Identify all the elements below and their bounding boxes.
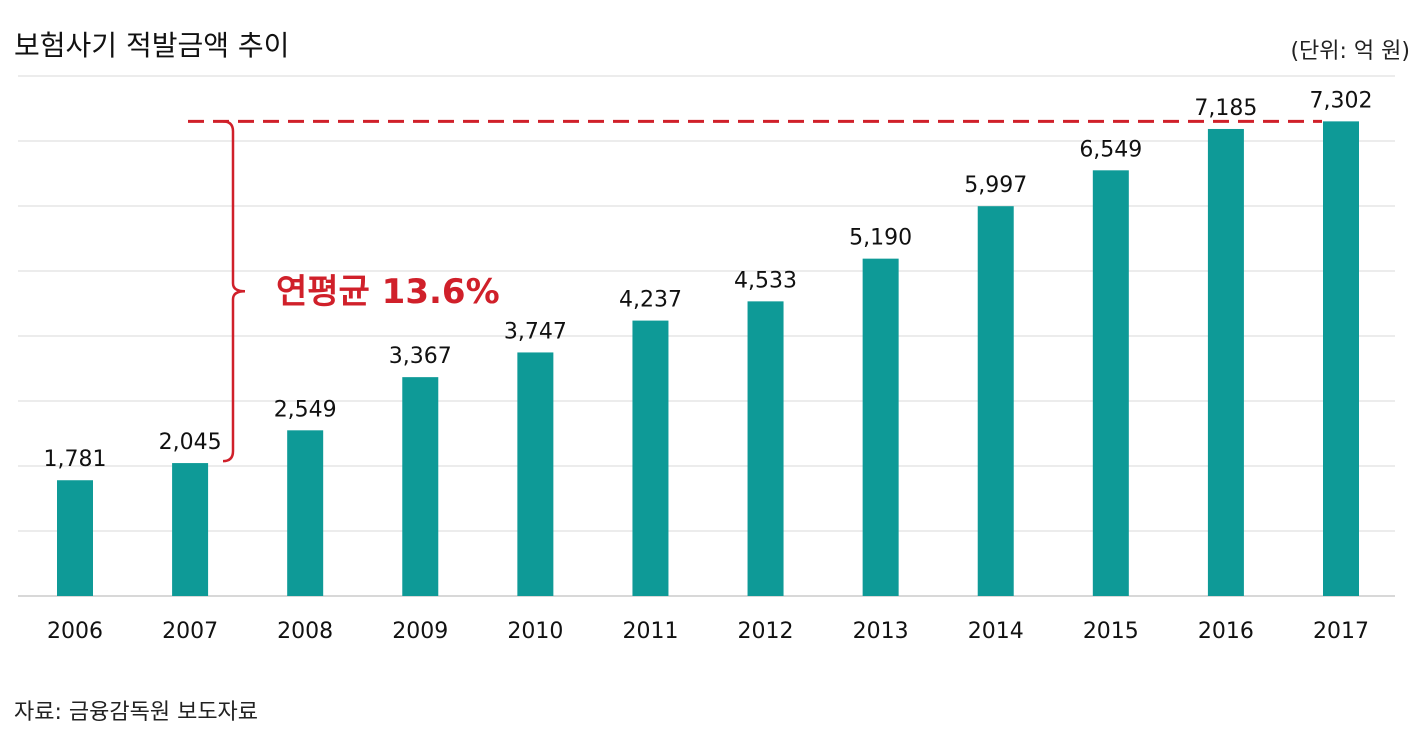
x-tick-label: 2006: [47, 619, 103, 644]
growth-annotation-text: 연평균 13.6%: [276, 272, 500, 312]
x-tick-label: 2015: [1083, 619, 1139, 644]
bars: [57, 121, 1359, 597]
bar-2009: [402, 377, 439, 596]
x-tick-label: 2009: [392, 619, 448, 644]
bar-2012: [747, 301, 784, 596]
bar-2010: [517, 352, 554, 596]
bar-2011: [632, 320, 669, 596]
bar-2008: [287, 430, 324, 596]
bar-2014: [977, 206, 1014, 596]
value-label: 4,237: [619, 288, 682, 313]
value-label: 7,185: [1194, 96, 1257, 121]
value-labels: 1,781 2,045 2,549 3,367 3,747 4,237 4,533 5,190…: [44, 88, 1373, 472]
bar-2007: [172, 463, 209, 596]
x-tick-label: 2013: [853, 619, 909, 644]
growth-brace: [222, 120, 246, 463]
x-axis-ticks: 2006 2007 2008 2009 2010 2011 2012 2013 2014 2015…: [47, 619, 1369, 644]
bar-2013: [862, 258, 899, 596]
value-label: 2,045: [159, 430, 222, 455]
value-label: 5,190: [849, 226, 912, 251]
x-tick-label: 2011: [622, 619, 678, 644]
value-label: 3,367: [389, 344, 452, 369]
bar-2006: [57, 480, 93, 596]
source-note: 자료: 금융감독원 보도자료: [14, 700, 258, 725]
value-label: 4,533: [734, 268, 797, 293]
bar-2015: [1092, 170, 1129, 596]
value-label: 6,549: [1079, 137, 1142, 162]
x-tick-label: 2017: [1313, 619, 1369, 644]
chart-title: 보험사기 적발금액 추이: [14, 29, 289, 62]
x-tick-label: 2014: [968, 619, 1024, 644]
value-label: 5,997: [964, 173, 1027, 198]
value-label: 3,747: [504, 319, 567, 344]
gridlines: [18, 75, 1395, 597]
x-tick-label: 2008: [277, 619, 333, 644]
growth-annotation: 연평균 13.6%: [188, 119, 1322, 463]
bar-2016: [1207, 128, 1244, 596]
x-tick-label: 2010: [507, 619, 563, 644]
x-tick-label: 2016: [1198, 619, 1254, 644]
x-tick-label: 2007: [162, 619, 218, 644]
value-label: 2,549: [274, 397, 337, 422]
x-tick-label: 2012: [738, 619, 794, 644]
value-label: 1,781: [44, 447, 107, 472]
bar-2017: [1323, 121, 1359, 597]
unit-label: (단위: 억 원): [1290, 39, 1410, 64]
value-label: 7,302: [1310, 88, 1373, 113]
